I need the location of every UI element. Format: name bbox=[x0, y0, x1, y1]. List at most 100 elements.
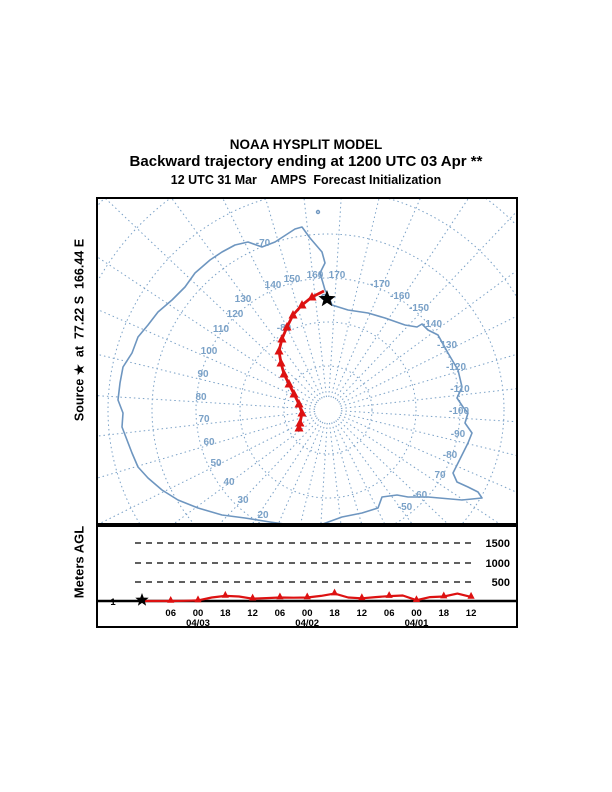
latitude-circle bbox=[195, 277, 461, 523]
map-frame bbox=[96, 197, 518, 525]
time-tick-label: 06 bbox=[384, 608, 395, 619]
trajectory-marker bbox=[303, 592, 311, 600]
date-label: 04/03 bbox=[186, 618, 210, 628]
grid-label: -90 bbox=[451, 429, 466, 440]
trajectory-marker bbox=[358, 593, 366, 601]
meridian-line bbox=[265, 199, 325, 398]
profile-start-star bbox=[135, 593, 149, 606]
time-tick-label: 00 bbox=[411, 608, 422, 619]
latitude-circle bbox=[151, 233, 505, 523]
meridian-line bbox=[340, 412, 516, 456]
height-panel-frame bbox=[96, 525, 518, 628]
trajectory-marker bbox=[194, 595, 202, 603]
meridian-line bbox=[334, 199, 469, 400]
latitude-circle bbox=[107, 199, 516, 523]
trajectory-marker bbox=[297, 300, 307, 309]
trajectory-marker bbox=[274, 346, 284, 355]
meridian-line bbox=[339, 414, 516, 493]
meridian-line bbox=[99, 415, 317, 523]
trajectory-marker bbox=[467, 591, 475, 599]
meridian-line bbox=[330, 199, 380, 398]
meridian-line bbox=[303, 199, 327, 398]
meridian-line bbox=[98, 309, 317, 406]
time-tick-label: 12 bbox=[247, 608, 258, 619]
meridian-line bbox=[337, 418, 448, 523]
latitude-circle bbox=[239, 321, 417, 499]
grid-label: -170 bbox=[370, 279, 390, 290]
grid-label: -50 bbox=[398, 502, 413, 513]
meridian-line bbox=[333, 421, 385, 523]
meters-agl-label: Meters AGL bbox=[71, 525, 87, 599]
meridian-line bbox=[219, 419, 320, 523]
meridian-line bbox=[332, 199, 421, 399]
source-star bbox=[318, 290, 336, 307]
meridian-line bbox=[300, 422, 326, 523]
time-tick-label: 18 bbox=[439, 608, 450, 619]
trajectory-marker bbox=[330, 588, 339, 596]
time-tick-label: 06 bbox=[275, 608, 286, 619]
trajectory-marker bbox=[307, 292, 317, 301]
grid-label: 120 bbox=[227, 309, 244, 320]
meridian-line bbox=[339, 315, 516, 405]
height-profile-panel: 1500 1000 500 06 00 18 12 06 00 18 12 06 00 18 12 04/03… bbox=[96, 525, 518, 628]
meridian-line bbox=[98, 411, 316, 437]
grid-label: 90 bbox=[197, 369, 209, 380]
meridian-line bbox=[331, 422, 362, 523]
meridian-line bbox=[329, 422, 342, 523]
grid-label: -80 bbox=[443, 450, 458, 461]
time-tick-label: 18 bbox=[220, 608, 231, 619]
grid-label: -100 bbox=[449, 406, 469, 417]
time-tick-label: 00 bbox=[193, 608, 204, 619]
meridian-line bbox=[338, 416, 500, 523]
grid-label: 20 bbox=[257, 510, 269, 521]
grid-label: 170 bbox=[329, 270, 346, 281]
grid-label: -150 bbox=[409, 303, 429, 314]
grid-label: 70 bbox=[198, 414, 210, 425]
grid-label: 30 bbox=[237, 495, 249, 506]
grid-label: 110 bbox=[213, 324, 230, 335]
trajectory-marker bbox=[276, 358, 286, 367]
trajectory-marker bbox=[276, 592, 284, 600]
lat-lon-grid bbox=[98, 199, 516, 523]
trajectory-marker bbox=[288, 310, 298, 319]
trajectory-marker bbox=[385, 591, 393, 598]
grid-label: -160 bbox=[390, 291, 410, 302]
meridian-line bbox=[340, 388, 516, 409]
meridian-line bbox=[105, 199, 319, 402]
grid-label: -110 bbox=[450, 384, 470, 395]
grid-label: -120 bbox=[446, 362, 466, 373]
height-gridline-label: 1000 bbox=[486, 558, 510, 570]
trajectory-marker bbox=[297, 408, 307, 417]
grid-label: 60 bbox=[203, 437, 215, 448]
grid-label: -70 bbox=[256, 238, 271, 249]
grid-label: 130 bbox=[235, 294, 252, 305]
meridian-line bbox=[98, 256, 318, 404]
grid-label: 40 bbox=[223, 477, 235, 488]
source-location-label: Source ★ at 77.22 S 166.44 E bbox=[72, 238, 87, 422]
trajectory-map: 150 160 170 -170-160-150 -140 -130 -120 -110 -10… bbox=[96, 197, 518, 525]
plot-title: Backward trajectory ending at 1200 UTC 0… bbox=[129, 153, 483, 170]
time-tick-label: 00 bbox=[302, 608, 313, 619]
meridian-line bbox=[340, 353, 516, 407]
grid-label: 150 bbox=[284, 274, 301, 285]
trajectory-marker bbox=[167, 596, 175, 603]
meridian-line bbox=[98, 413, 316, 479]
trajectory-marker bbox=[412, 595, 421, 603]
trajectory-marker bbox=[294, 399, 304, 408]
antarctica-coastline bbox=[117, 226, 483, 523]
trajectory-marker bbox=[294, 423, 304, 432]
meridian-line bbox=[171, 199, 321, 400]
trajectory-marker bbox=[282, 322, 292, 331]
meridian-line bbox=[338, 270, 516, 403]
height-gridline-label: 500 bbox=[492, 577, 510, 589]
trajectory-marker bbox=[277, 334, 287, 343]
meridian-line bbox=[174, 417, 318, 523]
grid-label: 80 bbox=[195, 392, 207, 403]
meridian-line bbox=[278, 421, 324, 523]
trajectory-marker bbox=[284, 379, 294, 388]
latitude-circle bbox=[283, 365, 373, 455]
start-height-label: 1 bbox=[110, 597, 116, 608]
date-label: 04/01 bbox=[405, 618, 429, 628]
grid-label: 100 bbox=[201, 346, 218, 357]
